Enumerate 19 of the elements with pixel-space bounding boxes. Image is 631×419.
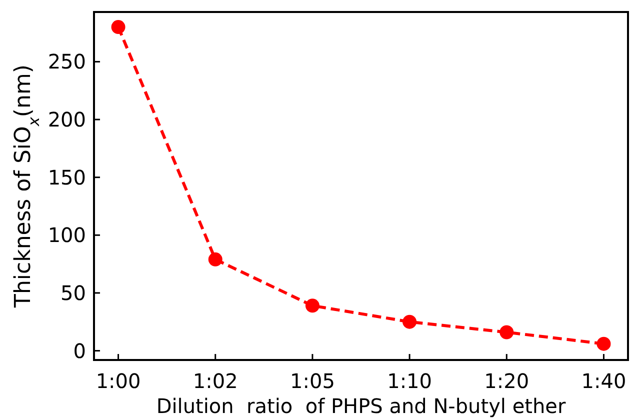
y-tick-label: 150 [48, 165, 86, 190]
x-axis-title: Dilution ratio of PHPS and N-butyl ether [156, 394, 566, 418]
x-tick-label: 1:00 [96, 369, 141, 393]
point [500, 325, 514, 340]
point [208, 252, 222, 266]
x-tick-label: 1:02 [192, 369, 238, 393]
point [305, 298, 320, 313]
point [111, 20, 126, 34]
y-tick-label: 50 [60, 280, 86, 305]
y-tick-label: 250 [48, 50, 86, 74]
x-tick-label: 1:05 [290, 369, 335, 393]
point [402, 314, 417, 329]
point [596, 336, 611, 351]
x-tick-label: 1:20 [484, 369, 530, 393]
x-tick-label: 1:40 [581, 369, 626, 393]
x-tick-label: 1:10 [387, 369, 432, 393]
y-tick-label: 200 [48, 108, 86, 132]
y-tick-label: 0 [73, 338, 86, 363]
y-tick-label: 100 [48, 223, 86, 248]
